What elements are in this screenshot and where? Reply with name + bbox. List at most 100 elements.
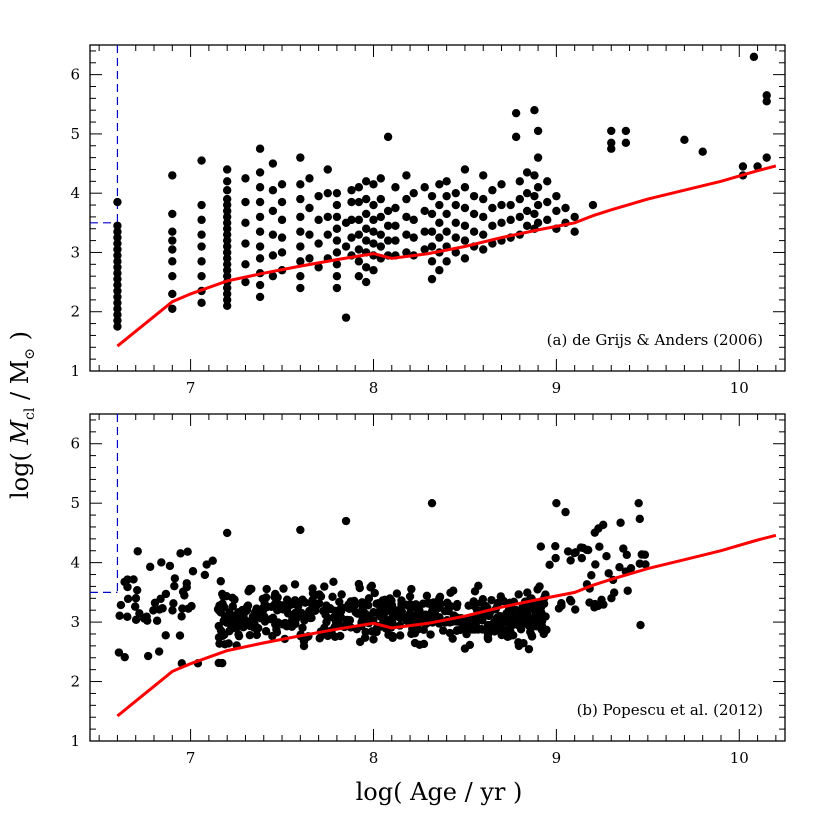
cluster-point	[536, 542, 546, 551]
cluster-point	[222, 260, 232, 269]
cluster-point	[113, 316, 122, 325]
cluster-point	[287, 622, 297, 631]
y-axis-title-sub: cl	[22, 407, 38, 420]
cluster-point	[588, 200, 598, 210]
cluster-point	[354, 271, 364, 281]
cluster-point	[197, 298, 206, 308]
cluster-point	[515, 194, 525, 204]
cluster-point	[369, 266, 378, 275]
cluster-point	[332, 224, 342, 233]
cluster-point	[585, 598, 594, 607]
cluster-point	[113, 251, 122, 260]
cluster-point	[152, 616, 162, 625]
cluster-point	[113, 257, 122, 266]
cluster-point	[131, 615, 141, 624]
cluster-point	[272, 628, 282, 637]
cluster-point	[427, 191, 437, 201]
cluster-point	[595, 542, 604, 551]
cluster-point	[175, 631, 185, 640]
cluster-point	[442, 191, 451, 201]
cluster-point	[363, 601, 373, 610]
cluster-point	[492, 613, 501, 623]
cluster-point	[131, 594, 141, 603]
cluster-point	[255, 254, 265, 263]
cluster-point	[499, 616, 509, 626]
panel-annotation: (b) Popescu et al. (2012)	[577, 701, 763, 719]
cluster-point	[570, 227, 579, 236]
cluster-point	[435, 218, 444, 228]
cluster-point	[397, 599, 406, 609]
cluster-point	[219, 592, 228, 601]
cluster-point	[311, 590, 320, 600]
cluster-point	[220, 630, 229, 639]
cluster-point	[577, 553, 587, 563]
cluster-point	[533, 585, 542, 594]
cluster-point	[460, 183, 470, 192]
cluster-point	[197, 257, 206, 266]
cluster-point	[113, 322, 122, 331]
cluster-point	[113, 286, 122, 296]
y-tick-label: 4	[70, 184, 80, 202]
cluster-point	[347, 215, 356, 225]
cluster-point	[383, 236, 393, 245]
cluster-point	[391, 183, 400, 192]
x-tick-label: 10	[730, 749, 749, 767]
cluster-point	[145, 562, 155, 572]
cluster-point	[123, 612, 132, 621]
cluster-point	[309, 601, 319, 611]
cluster-point	[413, 625, 423, 634]
cluster-point	[602, 552, 611, 561]
cluster-point	[435, 180, 444, 189]
cluster-point	[469, 209, 479, 219]
cluster-point	[222, 248, 232, 257]
cluster-point	[113, 280, 122, 290]
cluster-point	[255, 227, 265, 236]
cluster-point	[143, 651, 153, 661]
cluster-point	[479, 212, 488, 222]
cluster-point	[361, 209, 371, 219]
cluster-point	[635, 514, 644, 524]
cluster-point	[314, 263, 323, 272]
cluster-point	[515, 608, 525, 618]
cluster-point	[305, 230, 314, 239]
x-tick-label: 8	[369, 379, 379, 397]
y-axis-title-suffix: )	[6, 331, 34, 348]
cluster-point	[361, 177, 371, 186]
cluster-point	[261, 627, 271, 636]
cluster-point	[427, 227, 437, 236]
cluster-point	[427, 257, 437, 266]
cluster-point	[222, 165, 232, 174]
cluster-point	[222, 301, 232, 310]
cluster-point	[268, 613, 278, 623]
cluster-point	[222, 177, 232, 186]
cluster-point	[200, 570, 210, 580]
cluster-point	[634, 498, 643, 508]
cluster-point	[566, 556, 575, 565]
x-tick-label: 9	[552, 749, 562, 767]
cluster-point	[530, 171, 539, 180]
y-tick-label: 3	[70, 613, 80, 631]
cluster-point	[530, 191, 539, 201]
cluster-point	[243, 602, 252, 611]
cluster-point	[641, 560, 650, 569]
cluster-point	[302, 611, 312, 620]
cluster-point	[478, 616, 487, 625]
cluster-point	[222, 186, 232, 195]
cluster-point	[296, 153, 305, 162]
cluster-point	[113, 269, 122, 278]
cluster-point	[115, 611, 124, 620]
cluster-point	[222, 230, 232, 239]
y-tick-label: 2	[70, 673, 80, 691]
cluster-point	[202, 560, 211, 569]
cluster-point	[133, 547, 142, 556]
cluster-point	[347, 233, 356, 242]
cluster-point	[168, 257, 177, 266]
plot-frame	[89, 44, 786, 372]
cluster-point	[347, 197, 356, 207]
cluster-point	[442, 227, 451, 236]
cluster-point	[488, 221, 497, 230]
cluster-point	[435, 233, 444, 242]
cluster-point	[515, 177, 525, 186]
cluster-point	[296, 180, 305, 189]
cluster-point	[168, 209, 177, 219]
